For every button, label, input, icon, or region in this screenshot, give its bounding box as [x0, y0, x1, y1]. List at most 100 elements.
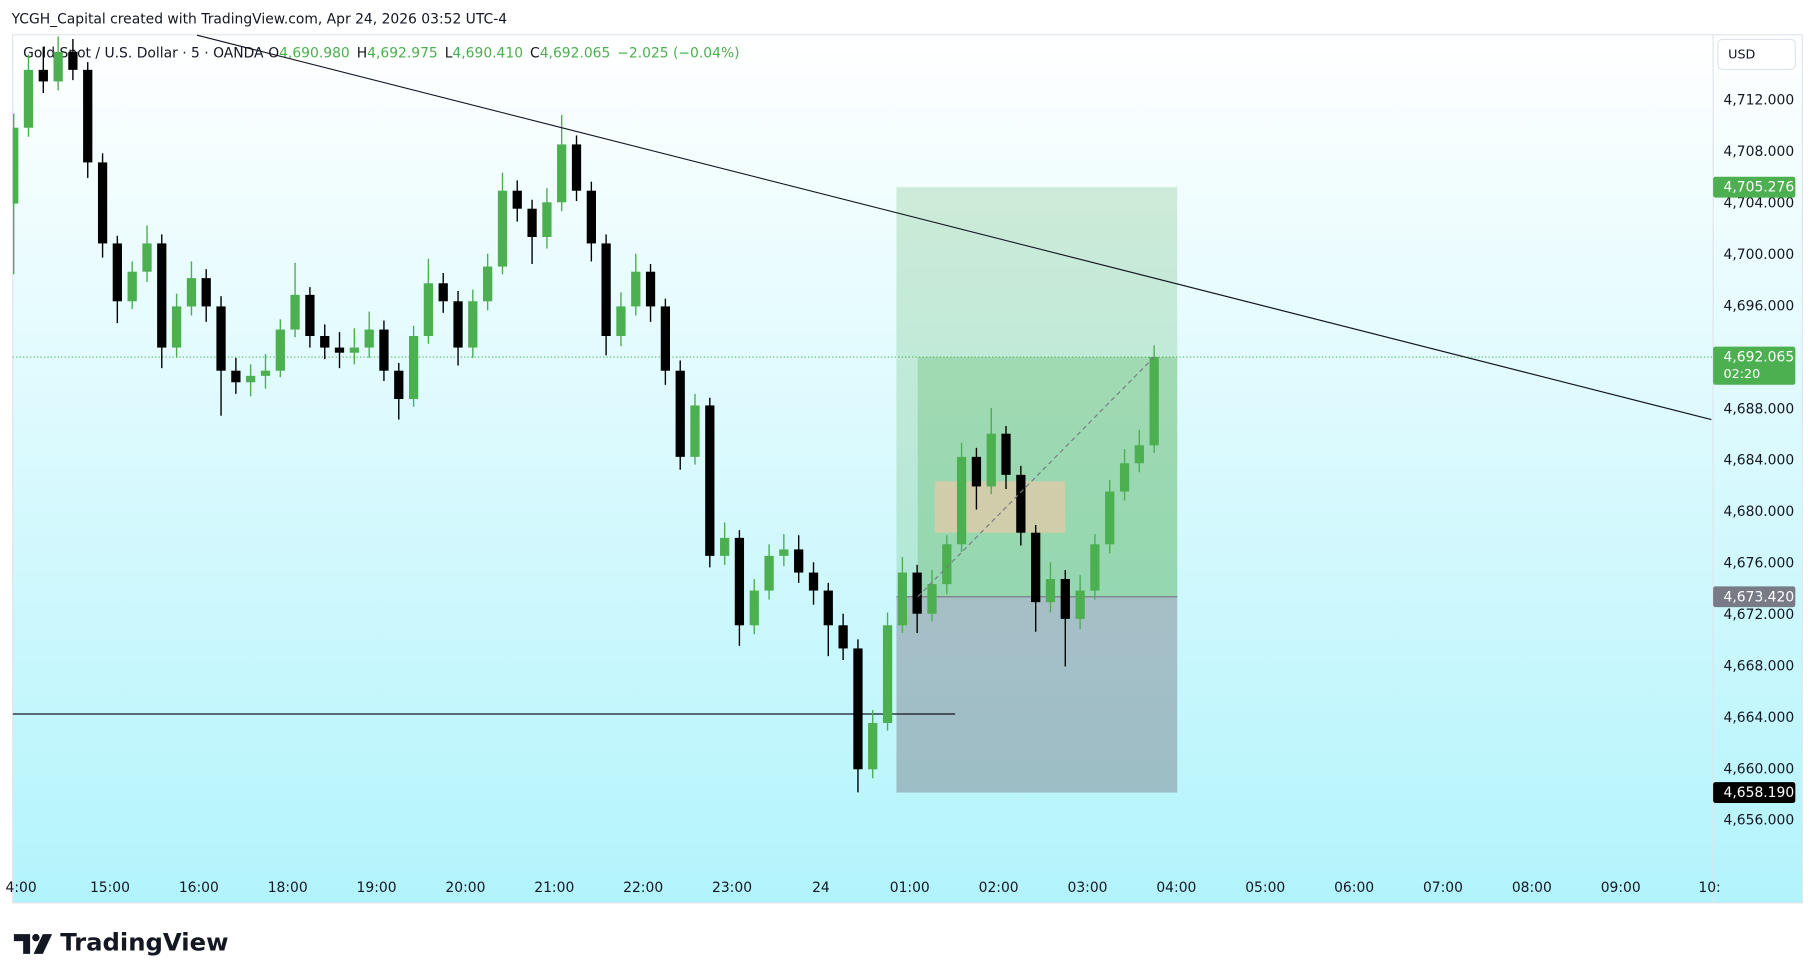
- legend: Gold Spot / U.S. Dollar · 5 · OANDA O4,69…: [23, 45, 739, 61]
- trendline: [196, 34, 1712, 421]
- candle-body: [275, 329, 285, 371]
- candle-body: [97, 162, 108, 244]
- stop-price-label-box: [1713, 782, 1796, 803]
- current-price-label: 4,692.065: [1724, 350, 1795, 366]
- candle-body: [186, 278, 197, 307]
- candle-body: [112, 243, 122, 302]
- candle-body: [1045, 579, 1056, 603]
- candle-body: [438, 283, 448, 302]
- candle-body: [942, 544, 952, 585]
- y-tick-label: 4,668.000: [1724, 658, 1795, 674]
- candle-body: [601, 243, 611, 336]
- candle-body: [542, 202, 552, 237]
- candle-body: [527, 208, 537, 237]
- candle-body: [660, 306, 671, 371]
- candle-body: [483, 266, 493, 302]
- candle-body: [823, 590, 833, 626]
- candle-body: [1016, 474, 1026, 533]
- candle-body: [794, 549, 804, 573]
- y-tick-label: 4,672.000: [1724, 607, 1795, 623]
- x-tick-label: 03:00: [1068, 880, 1108, 896]
- y-tick-label: 4,696.000: [1724, 298, 1795, 314]
- x-tick-label: 22:00: [623, 880, 663, 896]
- candle-body: [379, 329, 389, 371]
- candle-body: [1105, 491, 1115, 545]
- y-tick-label: 4,708.000: [1724, 144, 1795, 160]
- y-tick-label: 4,680.000: [1724, 504, 1795, 520]
- current-price-box: [1713, 346, 1796, 385]
- candle-body: [23, 69, 34, 128]
- x-tick-label: 09:00: [1601, 880, 1641, 896]
- ohlc-tag: L: [445, 45, 453, 61]
- candle-body: [334, 347, 345, 353]
- candle-body: [127, 271, 137, 302]
- candle-body: [201, 278, 211, 307]
- currency-label[interactable]: USD: [1728, 48, 1755, 63]
- candle-body: [246, 375, 256, 383]
- candle-body: [231, 370, 241, 383]
- ohlc-value: 4,692.065: [540, 45, 611, 61]
- candle-body: [734, 537, 745, 626]
- candle-body: [645, 271, 656, 307]
- x-tick-label: 15:00: [90, 880, 130, 896]
- ohlc-value: 4,690.410: [452, 45, 523, 61]
- x-tick-label: 19:00: [357, 880, 397, 896]
- ohlc-value: 4,692.975: [367, 45, 438, 61]
- candle-body: [423, 283, 433, 336]
- brand-logo: [13, 933, 53, 954]
- x-tick-label: 4:00: [6, 880, 37, 896]
- symbol-title: Gold Spot / U.S. Dollar · 5 · OANDA: [23, 45, 264, 61]
- candle-body: [779, 549, 789, 556]
- target-price-label: 4,705.276: [1724, 180, 1795, 196]
- y-tick-label: 4,664.000: [1724, 710, 1795, 726]
- candle-body: [557, 144, 567, 203]
- candle-body: [1001, 433, 1011, 475]
- candle-body: [868, 723, 878, 770]
- candle-body: [320, 335, 330, 348]
- candle-body: [83, 69, 93, 163]
- candle-body: [631, 271, 641, 307]
- candle-body: [497, 190, 508, 267]
- candle-body: [690, 405, 700, 457]
- y-tick-label: 4,684.000: [1724, 453, 1795, 469]
- candle-body: [53, 51, 63, 82]
- candle-body: [1090, 544, 1100, 591]
- candle-body: [986, 433, 996, 487]
- y-tick-label: 4,712.000: [1724, 93, 1795, 109]
- entry-price-label: 4,673.420: [1724, 589, 1795, 605]
- candle-body: [290, 294, 300, 330]
- y-tick-label: 4,688.000: [1724, 401, 1795, 417]
- candle-body: [586, 190, 596, 244]
- candle-body: [705, 405, 715, 556]
- candle-body: [1075, 590, 1085, 619]
- stop-price-label: 4,658.190: [1724, 785, 1795, 801]
- x-tick-label: 02:00: [979, 880, 1019, 896]
- y-tick-label: 4,676.000: [1724, 556, 1795, 572]
- entry-price-label-box: [1713, 586, 1796, 608]
- x-tick-label: 21:00: [534, 880, 574, 896]
- candle-body: [453, 301, 463, 348]
- x-tick-label: 23:00: [712, 880, 752, 896]
- candle-body: [142, 243, 152, 272]
- candle-body: [897, 572, 908, 626]
- candle-body: [1134, 445, 1144, 464]
- candle-body: [764, 555, 774, 591]
- ohlc-value: 4,690.980: [279, 45, 350, 61]
- ohlc-tag: H: [357, 45, 367, 61]
- candle-body: [364, 329, 374, 348]
- header: YCGH_Capital created with TradingView.co…: [11, 12, 508, 28]
- loss-zone: [896, 596, 1178, 793]
- candle-body: [971, 456, 982, 487]
- candle-body: [305, 294, 315, 336]
- x-tick-label: 05:00: [1245, 880, 1285, 896]
- candle-body: [1119, 463, 1130, 492]
- currency-button[interactable]: [1717, 38, 1796, 71]
- ohlc-change: −2.025 (−0.04%): [617, 45, 739, 61]
- candle-body: [216, 306, 226, 371]
- candle-body: [808, 572, 819, 591]
- candle-body: [956, 456, 967, 545]
- plot-area: [12, 36, 1714, 793]
- ohlc-tag: C: [530, 45, 540, 61]
